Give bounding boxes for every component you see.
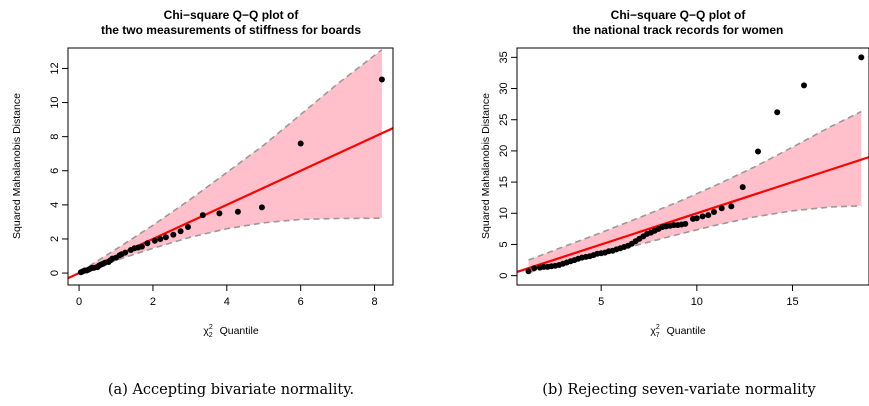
chart-b-y-tick-label: 5 (498, 241, 510, 247)
chart-a-x-tick-label: 6 (298, 296, 304, 308)
chart-b: Chi−square Q−Q plot of the national trac… (480, 8, 869, 339)
chart-a-x-tick-label: 2 (150, 296, 156, 308)
chart-b-reference-line (517, 156, 869, 273)
chart-b-title-line-2: the national track records for women (573, 23, 784, 37)
chart-a-point (177, 228, 184, 235)
chart-a-x-tick-label: 4 (224, 296, 230, 308)
chart-b-point (801, 82, 807, 89)
chart-a-point (234, 208, 241, 215)
chart-b-point (858, 54, 865, 61)
chart-b-x-tick-label: 10 (691, 296, 703, 308)
chart-b-y-tick-label: 0 (498, 273, 510, 279)
chart-a-y-axis-label: Squared Mahalanobis Distance (11, 93, 23, 239)
chart-b-point (525, 268, 532, 275)
chart-a: Chi−square Q−Q plot of the two measureme… (11, 8, 394, 339)
chart-b-x-tick-label: 15 (786, 296, 798, 308)
chart-a-point (216, 210, 223, 217)
chart-b-point (728, 203, 735, 210)
chart-b-frame (516, 47, 869, 286)
chart-a-y-tick-label: 12 (49, 62, 61, 74)
chart-b-point (739, 184, 746, 191)
chart-b-y-tick-label: 10 (498, 207, 510, 219)
chart-b-x-tick-label: 5 (598, 296, 604, 308)
chart-b-point (699, 213, 706, 220)
chart-a-point (199, 212, 206, 219)
chart-a-y-tick-label: 10 (49, 96, 61, 108)
chart-a-x-axis-label: χ2 2 Quantile (203, 324, 259, 339)
chart-b-y-tick-label: 20 (498, 145, 510, 157)
chart-b-y-tick-label: 25 (498, 114, 510, 126)
chart-a-point (144, 240, 151, 247)
chart-b-point (693, 215, 700, 222)
chart-b-y-axis-label: Squared Mahalanobis Distance (480, 93, 492, 239)
chart-b-y-tick-label: 30 (498, 82, 510, 94)
chart-a-title-line-1: Chi−square Q−Q plot of (164, 8, 300, 22)
chart-a-y-tick-label: 0 (49, 270, 61, 276)
chart-b-title-line-1: Chi−square Q−Q plot of (611, 8, 747, 22)
chart-a-x-tick-label: 8 (371, 296, 377, 308)
chart-a-point (258, 204, 265, 211)
chart-b-point (755, 148, 761, 155)
chart-a-point (185, 224, 191, 230)
chart-a-point (157, 236, 164, 242)
chart-a-x-tick-label: 0 (76, 296, 82, 308)
chart-b-point (711, 209, 717, 215)
chart-a-band-lower-line (80, 217, 382, 274)
chart-b-confidence-band (528, 111, 862, 273)
chart-a-y-tick-label: 4 (49, 202, 61, 208)
chart-a-point (122, 249, 129, 256)
chart-a-y-tick-label: 6 (49, 168, 61, 174)
chart-b-band-upper-line (528, 110, 862, 261)
caption-a: (a) Accepting bivariate normality. (108, 382, 354, 398)
chart-a-point (162, 234, 169, 241)
chart-a-point (151, 237, 158, 244)
chart-a-title-line-2: the two measurements of stiffness for bo… (101, 23, 361, 37)
chart-b-point (718, 205, 725, 212)
chart-a-y-tick-label: 8 (49, 134, 61, 140)
chart-b-point (682, 220, 689, 227)
chart-a-point (297, 140, 304, 147)
chart-a-y-tick-label: 2 (49, 236, 61, 242)
chart-a-point (378, 76, 385, 83)
chart-b-y-tick-label: 15 (498, 176, 510, 188)
caption-b: (b) Rejecting seven-variate normality (542, 382, 816, 398)
chart-a-frame (67, 47, 394, 286)
chart-b-point (774, 109, 781, 116)
chart-b-point (531, 265, 538, 272)
chart-a-point (138, 243, 145, 250)
chart-a-point (170, 231, 177, 238)
chart-b-x-axis-label: χ2 7 Quantile (650, 324, 706, 339)
chart-b-y-tick-label: 35 (498, 51, 510, 63)
chart-a-confidence-band (80, 49, 382, 274)
chart-a-band-upper-line (80, 49, 383, 273)
chart-b-point (705, 212, 712, 219)
